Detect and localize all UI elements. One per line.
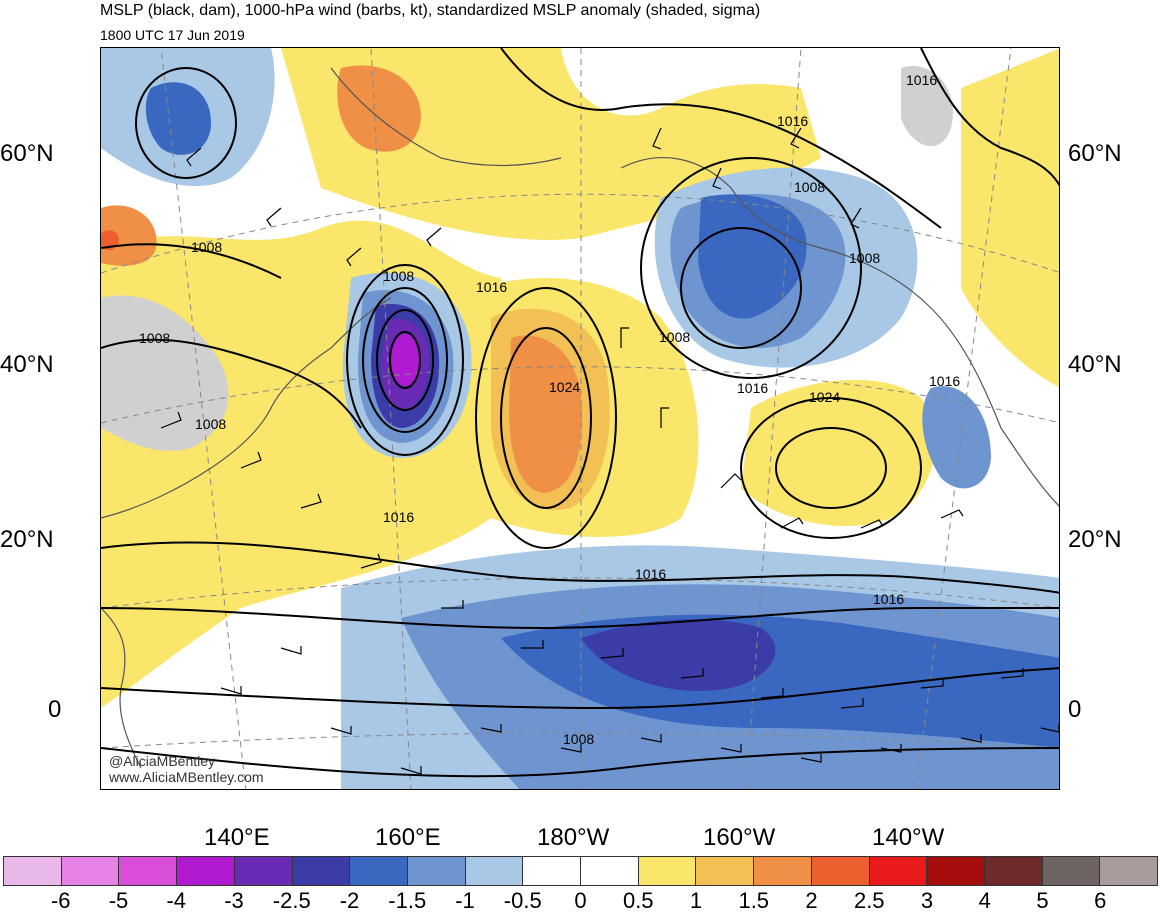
lat-label-right: 0: [1068, 696, 1082, 723]
anomaly-high-west-core: [101, 230, 119, 250]
isobar-label: 1016: [777, 113, 808, 129]
colorbar-swatch: [638, 857, 697, 885]
isobar-label: 1016: [906, 72, 937, 88]
colorbar-tick-label: -0.5: [503, 888, 542, 913]
colorbar-tick-label: -1: [455, 888, 475, 913]
colorbar-tick-label: 4: [978, 888, 991, 913]
isobar-labels: 1016 1016 1008 1008 1008 1008 1016 1008 …: [139, 72, 960, 747]
colorbar-swatch: [234, 857, 293, 885]
lat-label-left: 20°N: [0, 526, 54, 553]
colorbar-tick-label: 1: [689, 888, 703, 913]
graticule: [101, 48, 1059, 789]
colorbar-tick-label: 0: [574, 888, 587, 913]
colorbar-ticks: -6 -5 -4 -3 -2.5 -2 -1.5 -1 -0.5 0 0.5 1 1.5 2 2.5 3 4 5 6: [0, 886, 1160, 914]
anomaly-shading: [101, 48, 1059, 789]
valid-time: 1800 UTC 17 Jun 2019: [100, 27, 245, 43]
colorbar: [3, 856, 1158, 886]
lat-label-right: 60°N: [1068, 140, 1122, 167]
isobar-label: 1008: [794, 179, 825, 195]
colorbar-swatch: [4, 857, 62, 885]
map-panel[interactable]: 1016 1016 1008 1008 1008 1008 1016 1008 …: [100, 47, 1060, 790]
colorbar-tick-label: -4: [166, 888, 187, 913]
lon-label: 160°E: [375, 824, 441, 851]
anomaly-low-bc: [922, 386, 991, 489]
anomaly-low-nw-core: [145, 82, 211, 155]
colorbar-tick-label: -5: [108, 888, 129, 913]
colorbar-swatch: [523, 857, 582, 885]
isobar-label: 1008: [383, 268, 414, 284]
map-canvas: 1016 1016 1008 1008 1008 1008 1016 1008 …: [101, 48, 1059, 789]
lon-label: 140°W: [872, 824, 945, 851]
isobar-label: 1024: [549, 379, 580, 395]
colorbar-swatch: [811, 857, 870, 885]
colorbar-swatch: [407, 857, 466, 885]
colorbar-swatch: [61, 857, 120, 885]
lon-label: 180°W: [537, 824, 610, 851]
isobar-label: 1008: [849, 250, 880, 266]
colorbar-tick-label: -2.5: [272, 888, 311, 913]
lon-label: 160°W: [703, 824, 776, 851]
isobar-label: 1016: [873, 591, 904, 607]
colorbar-tick-label: 1.5: [738, 888, 770, 913]
colorbar-tick-label: 3: [920, 888, 934, 913]
anomaly-grey-ne: [901, 66, 953, 147]
chart-title: MSLP (black, dam), 1000-hPa wind (barbs,…: [100, 2, 761, 19]
credit-handle: @AliciaMBentley: [109, 753, 216, 769]
lat-label-left: 60°N: [0, 140, 54, 167]
anomaly-grey-west: [101, 295, 229, 451]
colorbar-swatch: [1042, 857, 1101, 885]
colorbar-tick-label: -1.5: [388, 888, 427, 913]
isobar-label: 1016: [737, 380, 768, 396]
colorbar-swatch: [927, 857, 985, 885]
colorbar-tick-label: 6: [1094, 888, 1107, 913]
colorbar-swatch: [177, 857, 235, 885]
anomaly-positive-east: [741, 379, 936, 527]
colorbar-tick-label: -3: [224, 888, 244, 913]
colorbar-tick-label: 0.5: [622, 888, 654, 913]
isobar-label: 1008: [563, 731, 594, 747]
colorbar-swatch: [119, 857, 178, 885]
lat-label-left: 0: [48, 696, 62, 723]
colorbar-tick-label: -2: [339, 888, 360, 913]
isobar-label: 1024: [809, 389, 840, 405]
colorbar-swatch: [581, 857, 639, 885]
lat-label-right: 20°N: [1068, 526, 1122, 553]
isobar-label: 1016: [929, 373, 960, 389]
credit-website: www.AliciaMBentley.com: [109, 769, 264, 785]
colorbar-swatch: [350, 857, 408, 885]
colorbar-swatch: [465, 857, 524, 885]
colorbar-swatch: [869, 857, 928, 885]
colorbar-tick-label: -6: [50, 888, 71, 913]
colorbar-swatch: [292, 857, 351, 885]
anomaly-low-alaska-inner: [698, 194, 807, 319]
coastlines: [101, 67, 1059, 769]
anomaly-low-japan-center: [391, 334, 419, 386]
wind-barbs: [160, 127, 1059, 775]
lat-label-right: 40°N: [1068, 351, 1122, 378]
anomaly-tropical-core: [581, 619, 776, 691]
isobar-label: 1016: [383, 509, 414, 525]
colorbar-tick-label: 2: [805, 888, 818, 913]
lon-label: 140°E: [204, 824, 270, 851]
isobar-label: 1008: [195, 416, 226, 432]
anomaly-positive-ne: [961, 48, 1059, 387]
colorbar-tick-label: 2.5: [853, 888, 885, 913]
anomaly-high-west: [101, 205, 157, 266]
colorbar-tick-label: 5: [1036, 888, 1049, 913]
colorbar-swatch: [1100, 857, 1158, 885]
anomaly-high-north: [337, 65, 421, 152]
isobars: [101, 48, 1059, 778]
isobar-label: 1008: [191, 239, 222, 255]
colorbar-swatch: [984, 857, 1043, 885]
anomaly-high-central-core: [509, 335, 582, 493]
colorbar-swatch: [696, 857, 755, 885]
colorbar-swatch: [754, 857, 812, 885]
lat-label-left: 40°N: [0, 351, 54, 378]
isobar-label: 1016: [476, 279, 507, 295]
isobar-label: 1008: [659, 329, 690, 345]
isobar-label: 1008: [139, 330, 170, 346]
isobar-label: 1016: [635, 566, 666, 582]
